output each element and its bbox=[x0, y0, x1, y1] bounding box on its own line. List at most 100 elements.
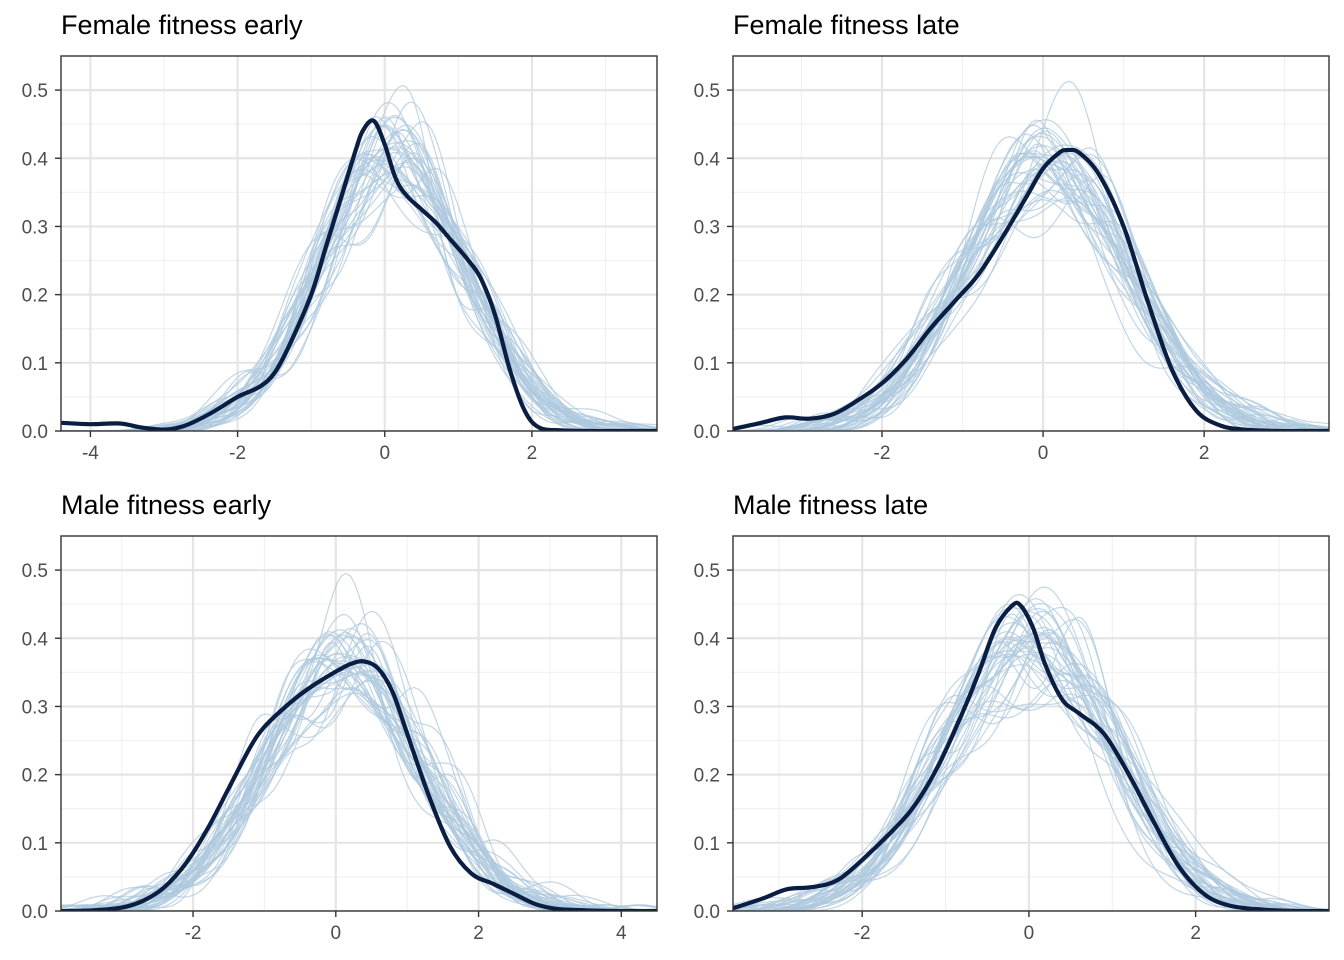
panel-2-plot-area bbox=[733, 56, 1329, 431]
replicate-density-line bbox=[733, 152, 1329, 431]
x-tick-label: 0 bbox=[379, 443, 390, 464]
replicate-density-line bbox=[733, 618, 1329, 911]
replicate-density-line bbox=[61, 671, 657, 911]
y-tick-label: 0.5 bbox=[22, 81, 48, 102]
replicate-density-line bbox=[733, 168, 1329, 431]
panel-title: Male fitness early bbox=[61, 490, 272, 520]
panel-4-plot-area bbox=[733, 536, 1329, 911]
y-tick-label: 0.3 bbox=[22, 217, 48, 238]
replicate-density-line bbox=[733, 674, 1329, 911]
replicate-density-line bbox=[61, 161, 657, 431]
x-tick-label: 2 bbox=[1199, 443, 1210, 464]
replicate-density-line bbox=[733, 197, 1329, 431]
replicate-density-line bbox=[61, 677, 657, 911]
replicate-density-line bbox=[733, 163, 1329, 431]
panel-1-plot-area bbox=[61, 56, 657, 431]
panel-2-border bbox=[732, 55, 1330, 432]
replicate-density-line bbox=[733, 144, 1329, 431]
replicate-density-line bbox=[733, 80, 1329, 431]
observed-density-line bbox=[733, 600, 1329, 911]
y-tick-label: 0.4 bbox=[694, 149, 721, 170]
replicate-density-line bbox=[733, 614, 1329, 911]
y-tick-label: 0.4 bbox=[22, 629, 49, 650]
x-tick-label: -2 bbox=[229, 443, 246, 464]
replicate-density-line bbox=[733, 152, 1329, 431]
replicate-density-line bbox=[733, 650, 1329, 911]
x-tick-label: -4 bbox=[82, 443, 99, 464]
replicate-density-line bbox=[61, 139, 657, 431]
observed-density-line bbox=[61, 659, 657, 911]
replicate-density-line bbox=[733, 664, 1329, 911]
replicate-density-line bbox=[733, 610, 1329, 911]
replicate-density-line bbox=[61, 153, 657, 431]
y-tick-label: 0.2 bbox=[22, 766, 48, 787]
replicate-density-line bbox=[733, 153, 1329, 431]
replicate-density-line bbox=[61, 645, 657, 911]
replicate-density-line bbox=[733, 635, 1329, 911]
y-tick-label: 0.5 bbox=[22, 561, 48, 582]
replicate-density-line bbox=[733, 174, 1329, 431]
replicate-density-line bbox=[61, 142, 657, 431]
y-tick-label: 0.3 bbox=[694, 217, 720, 238]
x-tick-label: 0 bbox=[1024, 923, 1035, 944]
replicate-density-line bbox=[61, 142, 657, 431]
replicate-density-line bbox=[61, 631, 657, 911]
replicate-density-line bbox=[61, 101, 657, 431]
observed-density-line bbox=[61, 118, 657, 431]
x-tick-label: 0 bbox=[331, 923, 342, 944]
replicate-density-line bbox=[61, 129, 657, 431]
x-tick-label: -2 bbox=[854, 923, 871, 944]
replicate-density-line bbox=[733, 655, 1329, 911]
replicate-density-line bbox=[61, 640, 657, 911]
replicate-density-line bbox=[733, 633, 1329, 911]
replicate-density-line bbox=[733, 130, 1329, 431]
panel-3-plot-area bbox=[61, 536, 657, 911]
panel-title: Female fitness early bbox=[61, 10, 303, 40]
x-tick-label: 0 bbox=[1038, 443, 1049, 464]
y-tick-label: 0.2 bbox=[22, 286, 48, 307]
replicate-density-line bbox=[61, 686, 657, 911]
replicate-density-line bbox=[61, 652, 657, 911]
replicate-density-line bbox=[61, 163, 657, 431]
replicate-density-line bbox=[61, 673, 657, 911]
x-tick-label: 2 bbox=[1190, 923, 1201, 944]
panel-4-border bbox=[732, 535, 1330, 912]
y-tick-label: 0.1 bbox=[694, 834, 720, 855]
y-tick-label: 0.1 bbox=[22, 354, 48, 375]
replicate-density-line bbox=[733, 679, 1329, 911]
y-tick-label: 0.2 bbox=[694, 766, 720, 787]
panel-3-border bbox=[60, 535, 658, 912]
y-tick-label: 0.1 bbox=[694, 354, 720, 375]
replicate-density-line bbox=[733, 152, 1329, 431]
x-tick-label: 4 bbox=[616, 923, 627, 944]
y-tick-label: 0.5 bbox=[694, 561, 720, 582]
panel-title: Female fitness late bbox=[733, 10, 960, 40]
replicate-density-line bbox=[61, 653, 657, 911]
replicate-density-line bbox=[61, 666, 657, 911]
replicate-density-line bbox=[733, 653, 1329, 911]
y-tick-label: 0.4 bbox=[694, 629, 721, 650]
y-tick-label: 0.0 bbox=[22, 902, 48, 923]
replicate-density-line bbox=[733, 597, 1329, 911]
replicate-density-line bbox=[61, 656, 657, 911]
y-tick-label: 0.1 bbox=[22, 834, 48, 855]
replicate-density-line bbox=[733, 145, 1329, 431]
replicate-density-line bbox=[61, 146, 657, 431]
replicate-density-line bbox=[733, 626, 1329, 911]
replicate-density-line bbox=[733, 124, 1329, 431]
replicate-density-line bbox=[61, 184, 657, 431]
replicate-density-line bbox=[733, 645, 1329, 911]
replicate-density-line bbox=[61, 666, 657, 911]
y-tick-label: 0.0 bbox=[694, 902, 720, 923]
replicate-density-line bbox=[733, 662, 1329, 911]
replicate-density-line bbox=[61, 633, 657, 911]
x-tick-label: 2 bbox=[527, 443, 538, 464]
y-tick-label: 0.0 bbox=[694, 422, 720, 443]
x-tick-label: 2 bbox=[473, 923, 484, 944]
replicate-density-line bbox=[61, 152, 657, 431]
replicate-density-line bbox=[733, 153, 1329, 431]
replicate-density-line bbox=[733, 631, 1329, 911]
observed-density-line bbox=[733, 147, 1329, 431]
replicate-density-line bbox=[733, 173, 1329, 431]
